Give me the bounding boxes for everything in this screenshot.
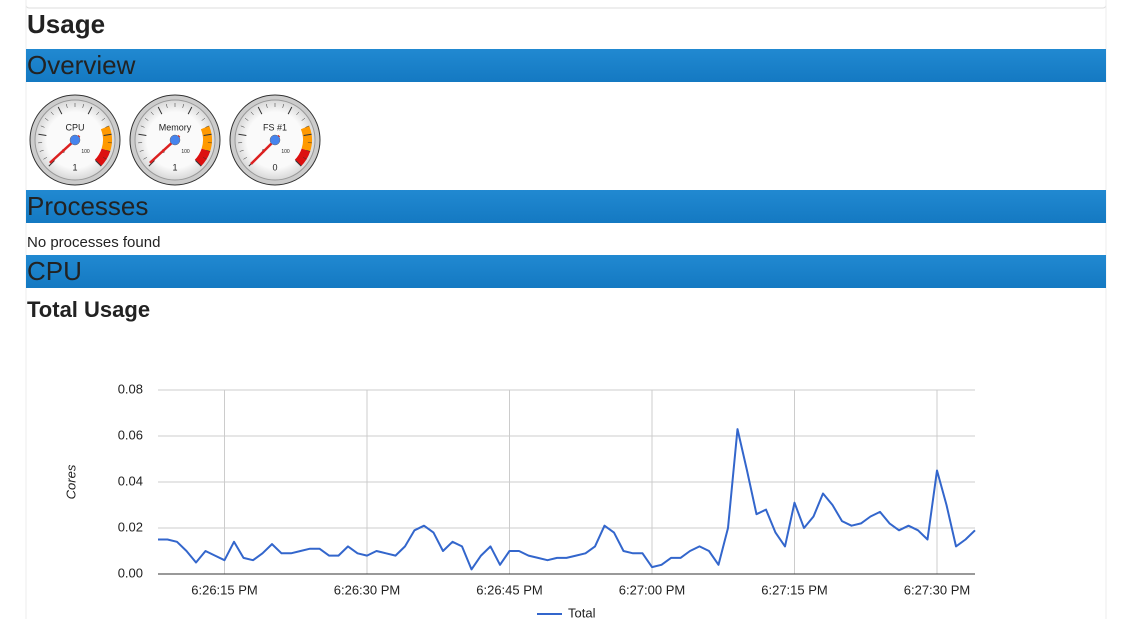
y-tick-label: 0.04	[118, 473, 143, 488]
gauge-tick	[138, 133, 147, 136]
gauge-tick	[48, 160, 55, 167]
gauge-tick	[257, 106, 263, 115]
gauge-tick	[39, 149, 44, 152]
gauge-tick	[303, 133, 312, 136]
x-tick-label: 6:27:30 PM	[904, 582, 971, 597]
section-bar	[26, 190, 1106, 223]
gauge-tick	[240, 125, 245, 128]
section-title: Overview	[27, 50, 136, 80]
gauge-tick	[95, 160, 102, 167]
gauge-value: 1	[172, 162, 177, 172]
gauge-tick	[96, 111, 100, 116]
gauge-tick	[266, 103, 268, 108]
gauge-tick	[144, 118, 149, 121]
gauge-tick	[238, 133, 247, 136]
gauge-tick	[203, 133, 212, 136]
gauge-tick	[203, 157, 207, 160]
gauge-tick	[157, 106, 163, 115]
gauge-tick	[139, 149, 144, 152]
y-tick-label: 0.02	[118, 519, 143, 534]
gauge-tick	[57, 106, 63, 115]
y-axis-label: Cores	[63, 464, 78, 499]
gauge-zone	[194, 148, 211, 167]
gauge-tick	[282, 103, 284, 108]
gauge-tick	[239, 149, 244, 152]
gauge-value: 0	[272, 162, 277, 172]
gauge-tick	[187, 106, 193, 115]
section-title: Processes	[27, 191, 148, 221]
gauge-zone	[100, 125, 113, 152]
gauge-tick	[50, 111, 54, 116]
gauge-max: 100	[81, 149, 90, 155]
gauge-tick	[103, 157, 107, 160]
gauge-max: 100	[181, 149, 190, 155]
y-tick-label: 0.06	[118, 427, 143, 442]
gauge-tick	[87, 106, 93, 115]
empty-message: No processes found	[27, 234, 160, 251]
gauge-zone	[200, 125, 213, 152]
gauge-value: 1	[72, 162, 77, 172]
gauge-tick	[82, 103, 84, 108]
gauge-tick	[150, 111, 154, 116]
gauge-label: CPU	[65, 122, 84, 132]
gauge-tick	[244, 118, 249, 121]
gauge-zone	[94, 148, 111, 167]
gauge-tick	[66, 103, 68, 108]
gauges: 0100CPU10100Memory10100FS #10	[29, 94, 321, 186]
x-tick-label: 6:26:15 PM	[191, 582, 258, 597]
x-tick-label: 6:27:00 PM	[619, 582, 686, 597]
gauge-tick	[38, 133, 47, 136]
y-tick-label: 0.00	[118, 565, 143, 580]
gauge-tick	[206, 149, 211, 152]
gauge-tick	[43, 157, 47, 160]
gauge-tick	[40, 125, 45, 128]
gauge-tick	[182, 103, 184, 108]
gauge-tick	[306, 149, 311, 152]
y-tick-label: 0.08	[118, 381, 143, 396]
gauge-max: 100	[281, 149, 290, 155]
gauge-tick	[301, 118, 306, 121]
gauge-tick	[243, 157, 247, 160]
gauge-tick	[140, 125, 145, 128]
gauge-zone	[294, 148, 311, 167]
legend-label: Total	[568, 605, 596, 619]
gauge-tick	[101, 118, 106, 121]
gauge-tick	[205, 125, 210, 128]
gauge-tick	[106, 149, 111, 152]
gauge-tick	[166, 103, 168, 108]
gauge-tick	[201, 118, 206, 121]
gauge-tick	[148, 160, 155, 167]
gauge-hub	[169, 134, 181, 146]
section-bar	[26, 255, 1106, 288]
gauge-tick	[250, 111, 254, 116]
top-card	[25, 0, 1107, 9]
gauge-hub	[269, 134, 281, 146]
section-title: CPU	[27, 256, 82, 286]
gauge-tick	[103, 133, 112, 136]
page-title: Usage	[27, 9, 105, 39]
x-tick-label: 6:27:15 PM	[761, 582, 828, 597]
gauge-tick	[196, 111, 200, 116]
line-series	[158, 428, 976, 571]
section-bar	[26, 49, 1106, 82]
gauge-tick	[44, 118, 49, 121]
gauge-tick	[195, 160, 202, 167]
gauge-tick	[303, 157, 307, 160]
gauge-hub	[69, 134, 81, 146]
gauge-label: Memory	[159, 122, 192, 132]
gauge-tick	[305, 125, 310, 128]
gauge-tick	[105, 125, 110, 128]
gauge-label: FS #1	[263, 122, 287, 132]
chart-subtitle: Total Usage	[27, 297, 150, 322]
gauge-tick	[143, 157, 147, 160]
gauge-tick	[287, 106, 293, 115]
gauge-zone	[300, 125, 312, 152]
x-tick-label: 6:26:30 PM	[334, 582, 401, 597]
x-tick-label: 6:26:45 PM	[476, 582, 543, 597]
gauge-tick	[296, 111, 300, 116]
gauge-tick	[295, 160, 302, 167]
